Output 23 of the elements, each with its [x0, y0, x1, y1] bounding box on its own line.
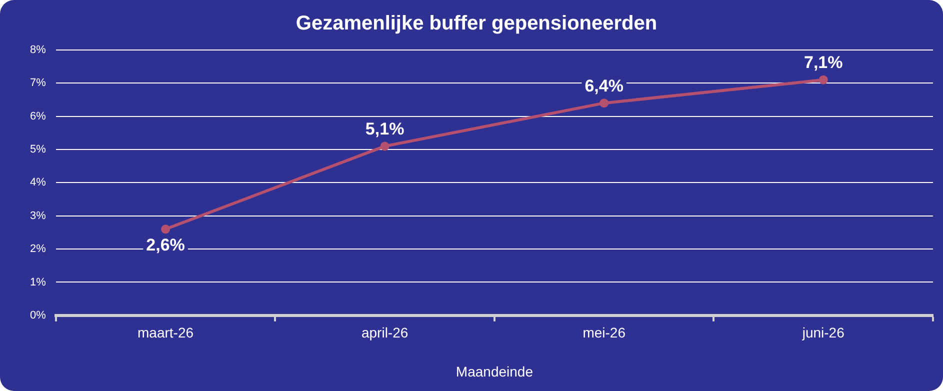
y-tick-label: 4%	[30, 176, 46, 189]
data-label: 7,1%	[804, 53, 843, 72]
x-tick-label: juni-26	[801, 324, 845, 341]
y-tick-label: 6%	[30, 110, 46, 122]
y-tick-label: 5%	[30, 144, 46, 156]
data-label: 6,4%	[584, 76, 624, 96]
y-tick-label: 7%	[30, 77, 46, 90]
data-label: 2,6%	[146, 235, 185, 254]
y-tick-label: 3%	[30, 210, 46, 222]
x-tick-label: maart-26	[138, 324, 194, 341]
x-axis-title: Maandeinde	[456, 363, 534, 380]
y-tick-label: 1%	[30, 276, 46, 288]
point	[380, 142, 390, 151]
x-tick-label: april-26	[361, 324, 408, 341]
y-tick-label: 0%	[30, 309, 46, 322]
point	[600, 98, 609, 108]
chart-title: Gezamenlijke buffer gepensioneerden	[296, 12, 658, 35]
point	[818, 75, 828, 84]
x-tick-label: mei-26	[582, 324, 626, 341]
y-tick-label: 8%	[30, 44, 46, 56]
data-label: 5,1%	[365, 119, 404, 138]
y-tick-label: 2%	[30, 243, 46, 256]
point	[161, 224, 170, 234]
